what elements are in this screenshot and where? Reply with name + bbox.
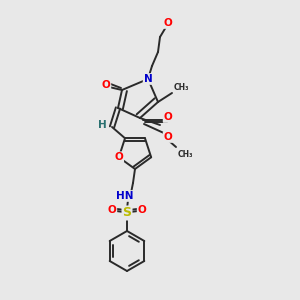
Text: N: N xyxy=(144,74,152,84)
Text: HN: HN xyxy=(116,191,134,201)
Text: H: H xyxy=(98,120,106,130)
Text: S: S xyxy=(122,206,131,220)
Text: CH₃: CH₃ xyxy=(174,83,190,92)
Text: CH₃: CH₃ xyxy=(178,150,194,159)
Text: O: O xyxy=(164,112,172,122)
Text: O: O xyxy=(102,80,110,90)
Text: O: O xyxy=(138,205,146,215)
Text: O: O xyxy=(164,18,172,28)
Text: O: O xyxy=(115,152,123,162)
Text: O: O xyxy=(108,205,116,215)
Text: O: O xyxy=(164,132,172,142)
